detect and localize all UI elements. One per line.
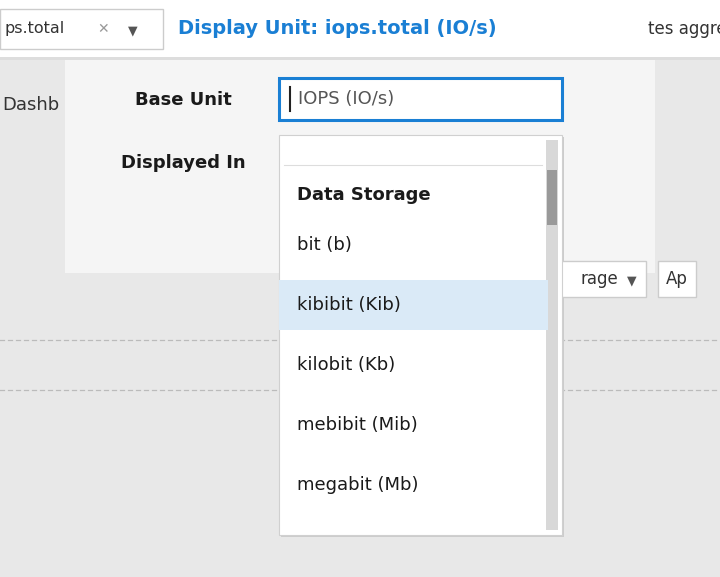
Bar	[279, 135, 562, 535]
Bar	[0, 57, 720, 60]
Bar	[561, 261, 646, 297]
Text: ▼: ▼	[128, 24, 138, 38]
Text: IOPS (IO/s): IOPS (IO/s)	[298, 90, 395, 108]
Text: tes aggre: tes aggre	[648, 20, 720, 38]
Bar	[279, 280, 548, 330]
Bar	[0, 9, 163, 49]
Bar	[546, 140, 558, 530]
Bar	[0, 0, 720, 58]
Text: bit (b): bit (b)	[297, 236, 352, 254]
Text: ✕: ✕	[97, 22, 109, 36]
Text: Ap: Ap	[666, 270, 688, 288]
Bar	[65, 58, 655, 273]
Bar	[279, 78, 562, 120]
Text: Display Unit: iops.total (IO/s): Display Unit: iops.total (IO/s)	[178, 20, 497, 39]
Text: Dashb: Dashb	[2, 96, 59, 114]
Text: ▼: ▼	[627, 275, 636, 287]
Text: kilobit (Kb): kilobit (Kb)	[297, 356, 395, 374]
Text: Data Storage: Data Storage	[297, 186, 431, 204]
Text: mebibit (Mib): mebibit (Mib)	[297, 416, 418, 434]
Text: Base Unit: Base Unit	[135, 91, 231, 109]
Text: rage: rage	[581, 270, 618, 288]
Bar	[547, 170, 557, 225]
Text: Displayed In: Displayed In	[121, 154, 246, 172]
Bar	[658, 261, 696, 297]
Bar	[281, 137, 564, 537]
Text: ps.total: ps.total	[5, 21, 66, 36]
Text: megabit (Mb): megabit (Mb)	[297, 476, 418, 494]
Text: kibibit (Kib): kibibit (Kib)	[297, 296, 401, 314]
